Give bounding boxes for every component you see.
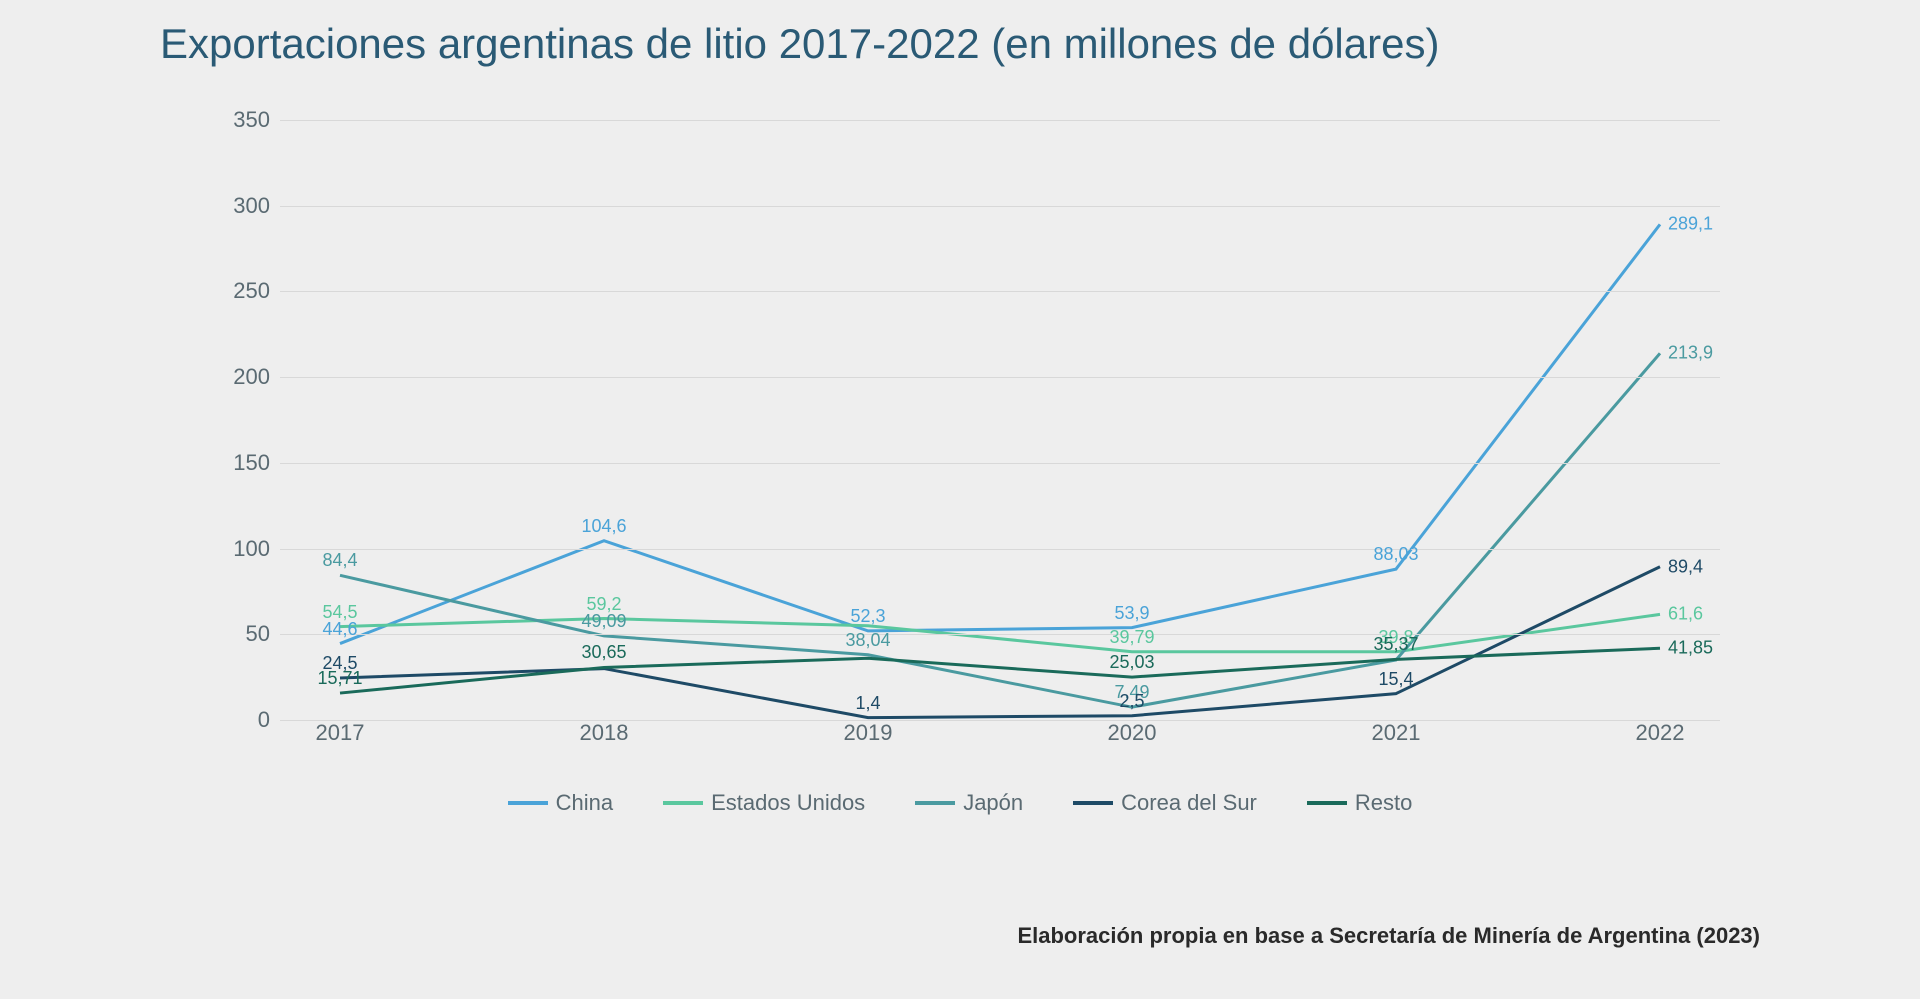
data-label: 84,4 [322,550,357,571]
x-tick-label: 2019 [844,720,893,746]
legend-label: Japón [963,790,1023,816]
data-label: 15,4 [1378,668,1413,689]
plot-region: 05010015020025030035044,6104,652,353,988… [280,120,1720,720]
data-label: 49,09 [581,611,626,632]
data-label: 25,03 [1109,652,1154,673]
legend-item: Estados Unidos [663,790,865,816]
data-label: 89,4 [1668,556,1703,577]
gridline [280,377,1720,378]
gridline [280,206,1720,207]
legend-item: Japón [915,790,1023,816]
y-tick-label: 250 [210,278,270,304]
data-label: 39,79 [1109,627,1154,648]
legend-swatch [1073,801,1113,805]
gridline [280,463,1720,464]
legend-label: Estados Unidos [711,790,865,816]
y-tick-label: 50 [210,621,270,647]
data-label: 41,85 [1668,638,1713,659]
data-label: 54,5 [322,601,357,622]
data-label: 104,6 [581,515,626,536]
x-tick-label: 2020 [1108,720,1157,746]
source-note: Elaboración propia en base a Secretaría … [1017,923,1760,949]
y-tick-label: 300 [210,193,270,219]
y-tick-label: 0 [210,707,270,733]
x-tick-label: 2021 [1372,720,1421,746]
data-label: 88,03 [1373,544,1418,565]
data-label: 61,6 [1668,604,1703,625]
legend-swatch [1307,801,1347,805]
y-tick-label: 100 [210,536,270,562]
legend-label: China [556,790,613,816]
legend-label: Corea del Sur [1121,790,1257,816]
data-label: 38,04 [845,630,890,651]
data-label: 35,37 [1373,634,1418,655]
x-tick-label: 2017 [316,720,365,746]
data-label: 289,1 [1668,214,1713,235]
chart-area: 05010015020025030035044,6104,652,353,988… [160,100,1760,880]
legend-swatch [508,801,548,805]
data-label: 53,9 [1114,602,1149,623]
legend-swatch [915,801,955,805]
y-tick-label: 200 [210,364,270,390]
data-label: 2,5 [1119,691,1144,712]
y-tick-label: 150 [210,450,270,476]
gridline [280,634,1720,635]
gridline [280,120,1720,121]
legend: China Estados Unidos Japón Corea del Sur Res… [160,790,1760,816]
lines-svg [280,120,1720,720]
y-tick-label: 350 [210,107,270,133]
gridline [280,291,1720,292]
data-label: 1,4 [855,692,880,713]
data-label: 52,3 [850,606,885,627]
x-tick-label: 2022 [1636,720,1685,746]
legend-label: Resto [1355,790,1412,816]
series-line [340,353,1660,707]
legend-swatch [663,801,703,805]
gridline [280,549,1720,550]
chart-page: { "chart": { "type": "line", "title": "E… [0,0,1920,999]
data-label: 30,65 [581,642,626,663]
series-line [340,224,1660,643]
legend-item: China [508,790,613,816]
legend-item: Resto [1307,790,1412,816]
x-tick-label: 2018 [580,720,629,746]
legend-item: Corea del Sur [1073,790,1257,816]
chart-title: Exportaciones argentinas de litio 2017-2… [160,20,1439,68]
data-label: 213,9 [1668,343,1713,364]
gridline [280,720,1720,721]
data-label: 15,71 [317,668,362,689]
